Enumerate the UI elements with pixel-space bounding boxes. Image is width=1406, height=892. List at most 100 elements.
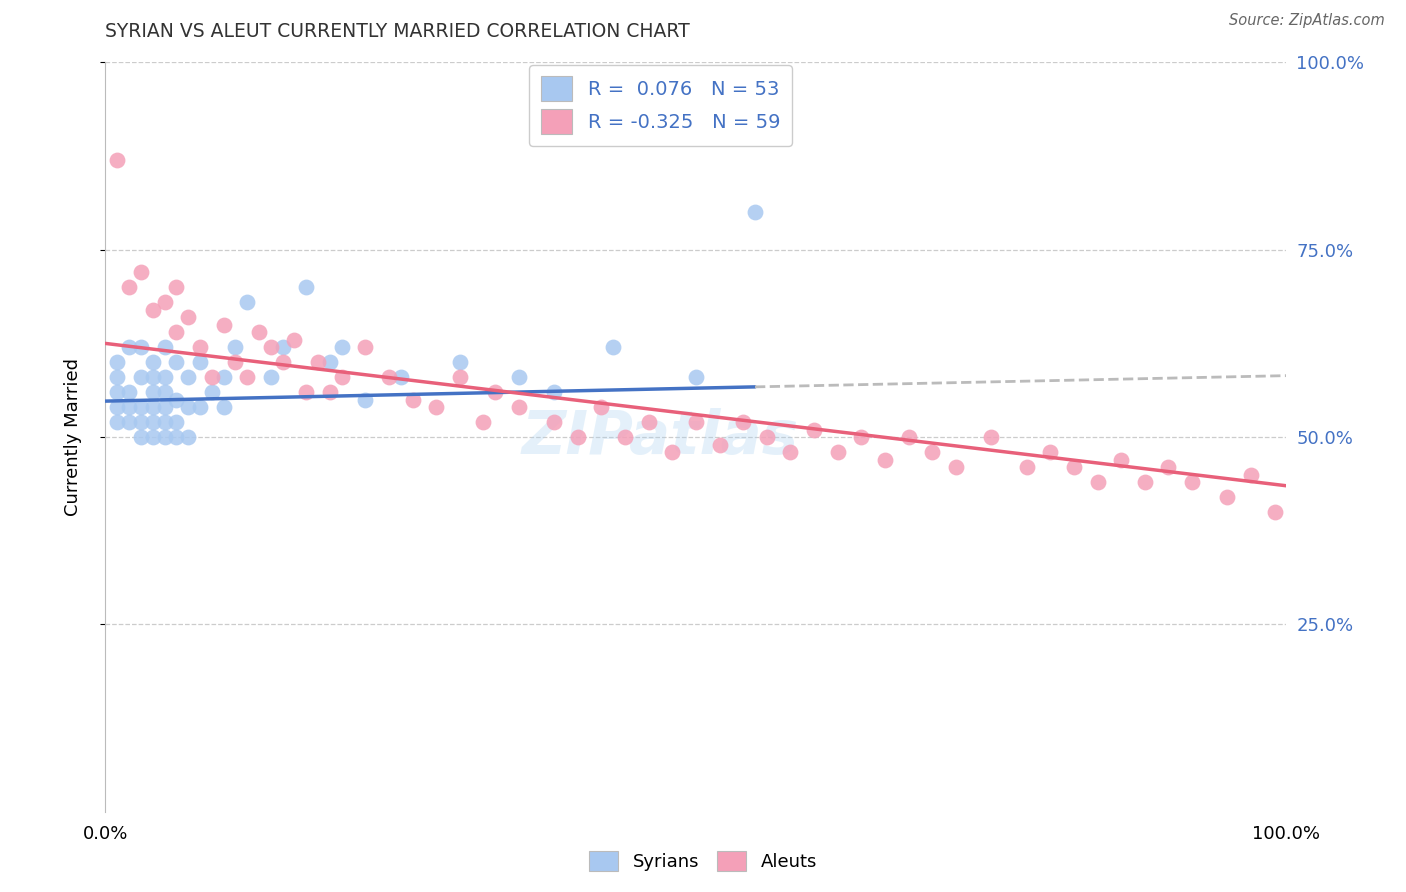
Point xyxy=(508,400,530,414)
Point xyxy=(602,340,624,354)
Point xyxy=(1240,467,1263,482)
Point xyxy=(129,415,152,429)
Point xyxy=(142,400,165,414)
Point xyxy=(142,302,165,317)
Point xyxy=(945,460,967,475)
Point xyxy=(188,400,211,414)
Point xyxy=(247,325,270,339)
Point xyxy=(165,280,187,294)
Point xyxy=(354,340,377,354)
Point xyxy=(1063,460,1085,475)
Point xyxy=(188,340,211,354)
Point xyxy=(118,400,141,414)
Point xyxy=(165,392,187,407)
Point xyxy=(1157,460,1180,475)
Point xyxy=(212,370,235,384)
Point xyxy=(142,415,165,429)
Point xyxy=(153,400,176,414)
Point xyxy=(295,385,318,400)
Point xyxy=(1181,475,1204,489)
Point xyxy=(449,370,471,384)
Point xyxy=(319,355,342,369)
Point xyxy=(543,415,565,429)
Point xyxy=(142,355,165,369)
Point xyxy=(980,430,1002,444)
Point xyxy=(153,340,176,354)
Point xyxy=(637,415,659,429)
Point xyxy=(212,318,235,332)
Point xyxy=(508,370,530,384)
Point xyxy=(129,430,152,444)
Point xyxy=(105,355,128,369)
Point xyxy=(153,295,176,310)
Point xyxy=(709,437,731,451)
Point xyxy=(378,370,401,384)
Point xyxy=(567,430,589,444)
Point xyxy=(319,385,342,400)
Point xyxy=(201,370,224,384)
Point xyxy=(105,385,128,400)
Point xyxy=(177,400,200,414)
Point xyxy=(685,415,707,429)
Point xyxy=(827,445,849,459)
Point xyxy=(165,415,187,429)
Point xyxy=(260,370,283,384)
Point xyxy=(283,333,305,347)
Point xyxy=(401,392,423,407)
Point xyxy=(142,370,165,384)
Point xyxy=(591,400,613,414)
Point xyxy=(153,430,176,444)
Point xyxy=(129,400,152,414)
Point xyxy=(142,430,165,444)
Point xyxy=(873,452,896,467)
Point xyxy=(744,205,766,219)
Point xyxy=(1015,460,1038,475)
Y-axis label: Currently Married: Currently Married xyxy=(63,358,82,516)
Point xyxy=(271,355,294,369)
Point xyxy=(472,415,495,429)
Point xyxy=(1133,475,1156,489)
Point xyxy=(1087,475,1109,489)
Point xyxy=(425,400,447,414)
Point xyxy=(755,430,778,444)
Point xyxy=(105,370,128,384)
Point xyxy=(1039,445,1062,459)
Point xyxy=(389,370,412,384)
Point xyxy=(118,385,141,400)
Point xyxy=(661,445,683,459)
Point xyxy=(224,355,246,369)
Point xyxy=(118,415,141,429)
Point xyxy=(129,370,152,384)
Point xyxy=(271,340,294,354)
Point xyxy=(177,430,200,444)
Point xyxy=(1264,505,1286,519)
Text: SYRIAN VS ALEUT CURRENTLY MARRIED CORRELATION CHART: SYRIAN VS ALEUT CURRENTLY MARRIED CORREL… xyxy=(105,22,690,41)
Point xyxy=(212,400,235,414)
Point xyxy=(779,445,801,459)
Point xyxy=(897,430,920,444)
Point xyxy=(330,370,353,384)
Point xyxy=(543,385,565,400)
Point xyxy=(484,385,506,400)
Point xyxy=(295,280,318,294)
Point xyxy=(118,340,141,354)
Point xyxy=(177,310,200,325)
Point xyxy=(153,370,176,384)
Point xyxy=(685,370,707,384)
Point xyxy=(803,423,825,437)
Point xyxy=(105,400,128,414)
Point xyxy=(236,295,259,310)
Point xyxy=(224,340,246,354)
Point xyxy=(165,325,187,339)
Point xyxy=(921,445,943,459)
Point xyxy=(105,415,128,429)
Point xyxy=(1216,490,1239,504)
Text: Source: ZipAtlas.com: Source: ZipAtlas.com xyxy=(1229,13,1385,29)
Point xyxy=(129,265,152,279)
Point xyxy=(307,355,329,369)
Point xyxy=(165,430,187,444)
Legend: R =  0.076   N = 53, R = -0.325   N = 59: R = 0.076 N = 53, R = -0.325 N = 59 xyxy=(529,64,792,145)
Point xyxy=(260,340,283,354)
Point xyxy=(733,415,755,429)
Point xyxy=(330,340,353,354)
